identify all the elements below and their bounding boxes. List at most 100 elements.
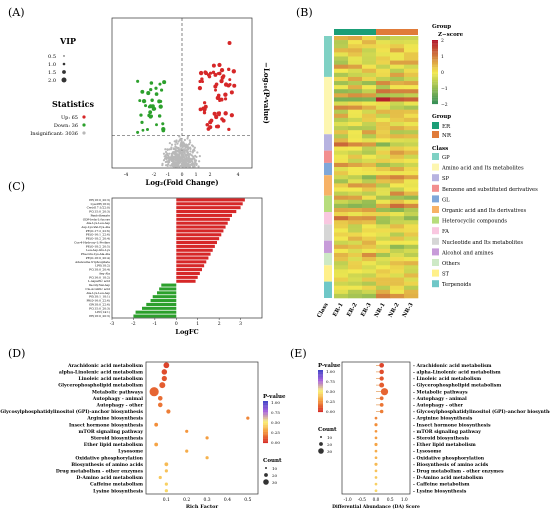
insignificant-point <box>194 159 198 162</box>
heatmap-cell <box>334 36 349 41</box>
heatmap-cell <box>376 273 391 278</box>
down-point <box>158 82 162 86</box>
logfc-bar-chart: PE(16:0_20:3)LPC(14:1)PC(15:0_20:3)GP(18… <box>74 197 263 336</box>
pvalue-gradient-cell <box>263 405 268 407</box>
pvalue-tick-label: 0.50 <box>271 420 280 425</box>
heatmap-cell <box>390 240 405 246</box>
pvalue-gradient-cell <box>263 441 268 444</box>
pathway-label: - Drug metabolism - other enzymes <box>413 469 504 475</box>
heatmap-cell <box>334 72 349 78</box>
heatmap-cell <box>390 281 405 287</box>
pathway-label: Caffeine metabolism <box>90 482 143 488</box>
heatmap-cell <box>376 236 391 241</box>
heatmap-cell <box>362 93 377 98</box>
enrichment-point <box>154 442 159 447</box>
insignificant-point <box>193 161 197 164</box>
pvalue-gradient-cell <box>318 388 323 390</box>
heatmap-cell <box>390 248 405 254</box>
pvalue-gradient-cell <box>263 416 268 418</box>
heatmap-cell <box>334 207 349 213</box>
insignificant-point <box>161 164 164 167</box>
zscore-gradient-cell <box>432 44 438 47</box>
column-label: NR-3 <box>402 302 415 319</box>
pathway-label: - alpha-Linolenic acid metabolism <box>413 370 501 376</box>
heatmap-cell <box>362 252 377 258</box>
up-point <box>226 83 231 88</box>
heatmap-cell <box>334 162 349 168</box>
pvalue-gradient-cell <box>263 426 268 428</box>
heatmap-cell <box>348 146 363 151</box>
category-label: GDP-beta-L-fucose <box>83 217 110 221</box>
insignificant-point <box>184 144 187 148</box>
heatmap-cell <box>362 89 377 94</box>
heatmap-cell <box>404 228 419 233</box>
zscore-legend-title: Group <box>432 24 451 30</box>
heatmap-cell <box>348 101 363 106</box>
up-point <box>214 115 219 120</box>
pathway-label: - Lysosome <box>413 449 441 455</box>
insignificant-point <box>175 158 179 161</box>
up-point <box>227 41 232 45</box>
down-point <box>148 110 153 115</box>
heatmap-cell <box>362 179 377 184</box>
logfc-bar <box>176 225 226 229</box>
pathway-label: Oxidative phosphorylation <box>75 455 143 461</box>
heatmap-cell <box>404 121 419 127</box>
heatmap-cell <box>334 191 349 196</box>
pathway-label: - Autophagy - other <box>413 403 464 409</box>
insignificant-point <box>180 142 183 145</box>
class-legend-label: Organic acid and Its derivatives <box>442 208 526 214</box>
zscore-gradient-cell <box>432 100 438 103</box>
logfc-bar <box>157 291 177 295</box>
heatmap-cell <box>404 109 419 115</box>
heatmap-cell <box>348 64 363 70</box>
insignificant-point <box>164 154 167 157</box>
heatmap-cell <box>376 281 391 287</box>
down-point <box>149 81 154 85</box>
pvalue-tick-label: 0.00 <box>271 440 280 445</box>
heatmap-cell <box>348 60 363 65</box>
heatmap-cell <box>348 175 363 180</box>
group-bar-nr <box>376 29 418 35</box>
zscore-gradient-cell <box>432 96 438 98</box>
heatmap-cell <box>390 265 405 270</box>
count-legend-label: 30 <box>272 480 278 485</box>
up-point <box>212 111 217 116</box>
heatmap-cell <box>334 134 349 139</box>
class-legend-swatch <box>432 216 439 224</box>
pvalue-tick-label: 0.00 <box>326 409 335 414</box>
x-tick-label: 4 <box>237 172 240 178</box>
insignificant-point <box>178 148 182 152</box>
heatmap-cell <box>362 240 377 246</box>
heatmap-cell <box>404 105 419 110</box>
up-point <box>198 79 202 84</box>
insignificant-point <box>184 154 187 157</box>
heatmap-cell <box>334 146 349 151</box>
stats-legend-label: Insignificant: 3036 <box>30 131 78 137</box>
category-label: PE(16:0_20:3) <box>89 198 110 202</box>
group-legend-swatch <box>432 131 439 138</box>
heatmap-cell <box>362 81 377 86</box>
x-tick-label: -2 <box>131 321 136 327</box>
class-bar-segment <box>324 265 332 282</box>
heatmap-cell <box>334 64 349 70</box>
logfc-bar <box>176 264 205 268</box>
heatmap-cell <box>390 187 405 192</box>
pathway-label: - Glycerophospholipid metabolism <box>413 383 501 389</box>
heatmap-cell <box>334 277 349 282</box>
category-label: L-Aspartic acid <box>88 279 110 283</box>
heatmap-cell <box>404 269 419 274</box>
count-legend-dot <box>263 479 269 485</box>
group-legend-swatch <box>432 122 439 129</box>
pvalue-gradient-cell <box>318 407 323 410</box>
up-point <box>204 71 208 76</box>
insignificant-point <box>164 148 167 151</box>
pvalue-gradient-cell <box>318 370 323 372</box>
stats-legend-title: Statistics <box>52 99 95 109</box>
heatmap-cell <box>376 113 391 119</box>
heatmap-cell <box>362 162 377 168</box>
heatmap-cell <box>390 134 405 139</box>
da-point <box>379 409 384 414</box>
enrichment-point <box>246 416 250 420</box>
pvalue-gradient-cell <box>263 440 268 442</box>
